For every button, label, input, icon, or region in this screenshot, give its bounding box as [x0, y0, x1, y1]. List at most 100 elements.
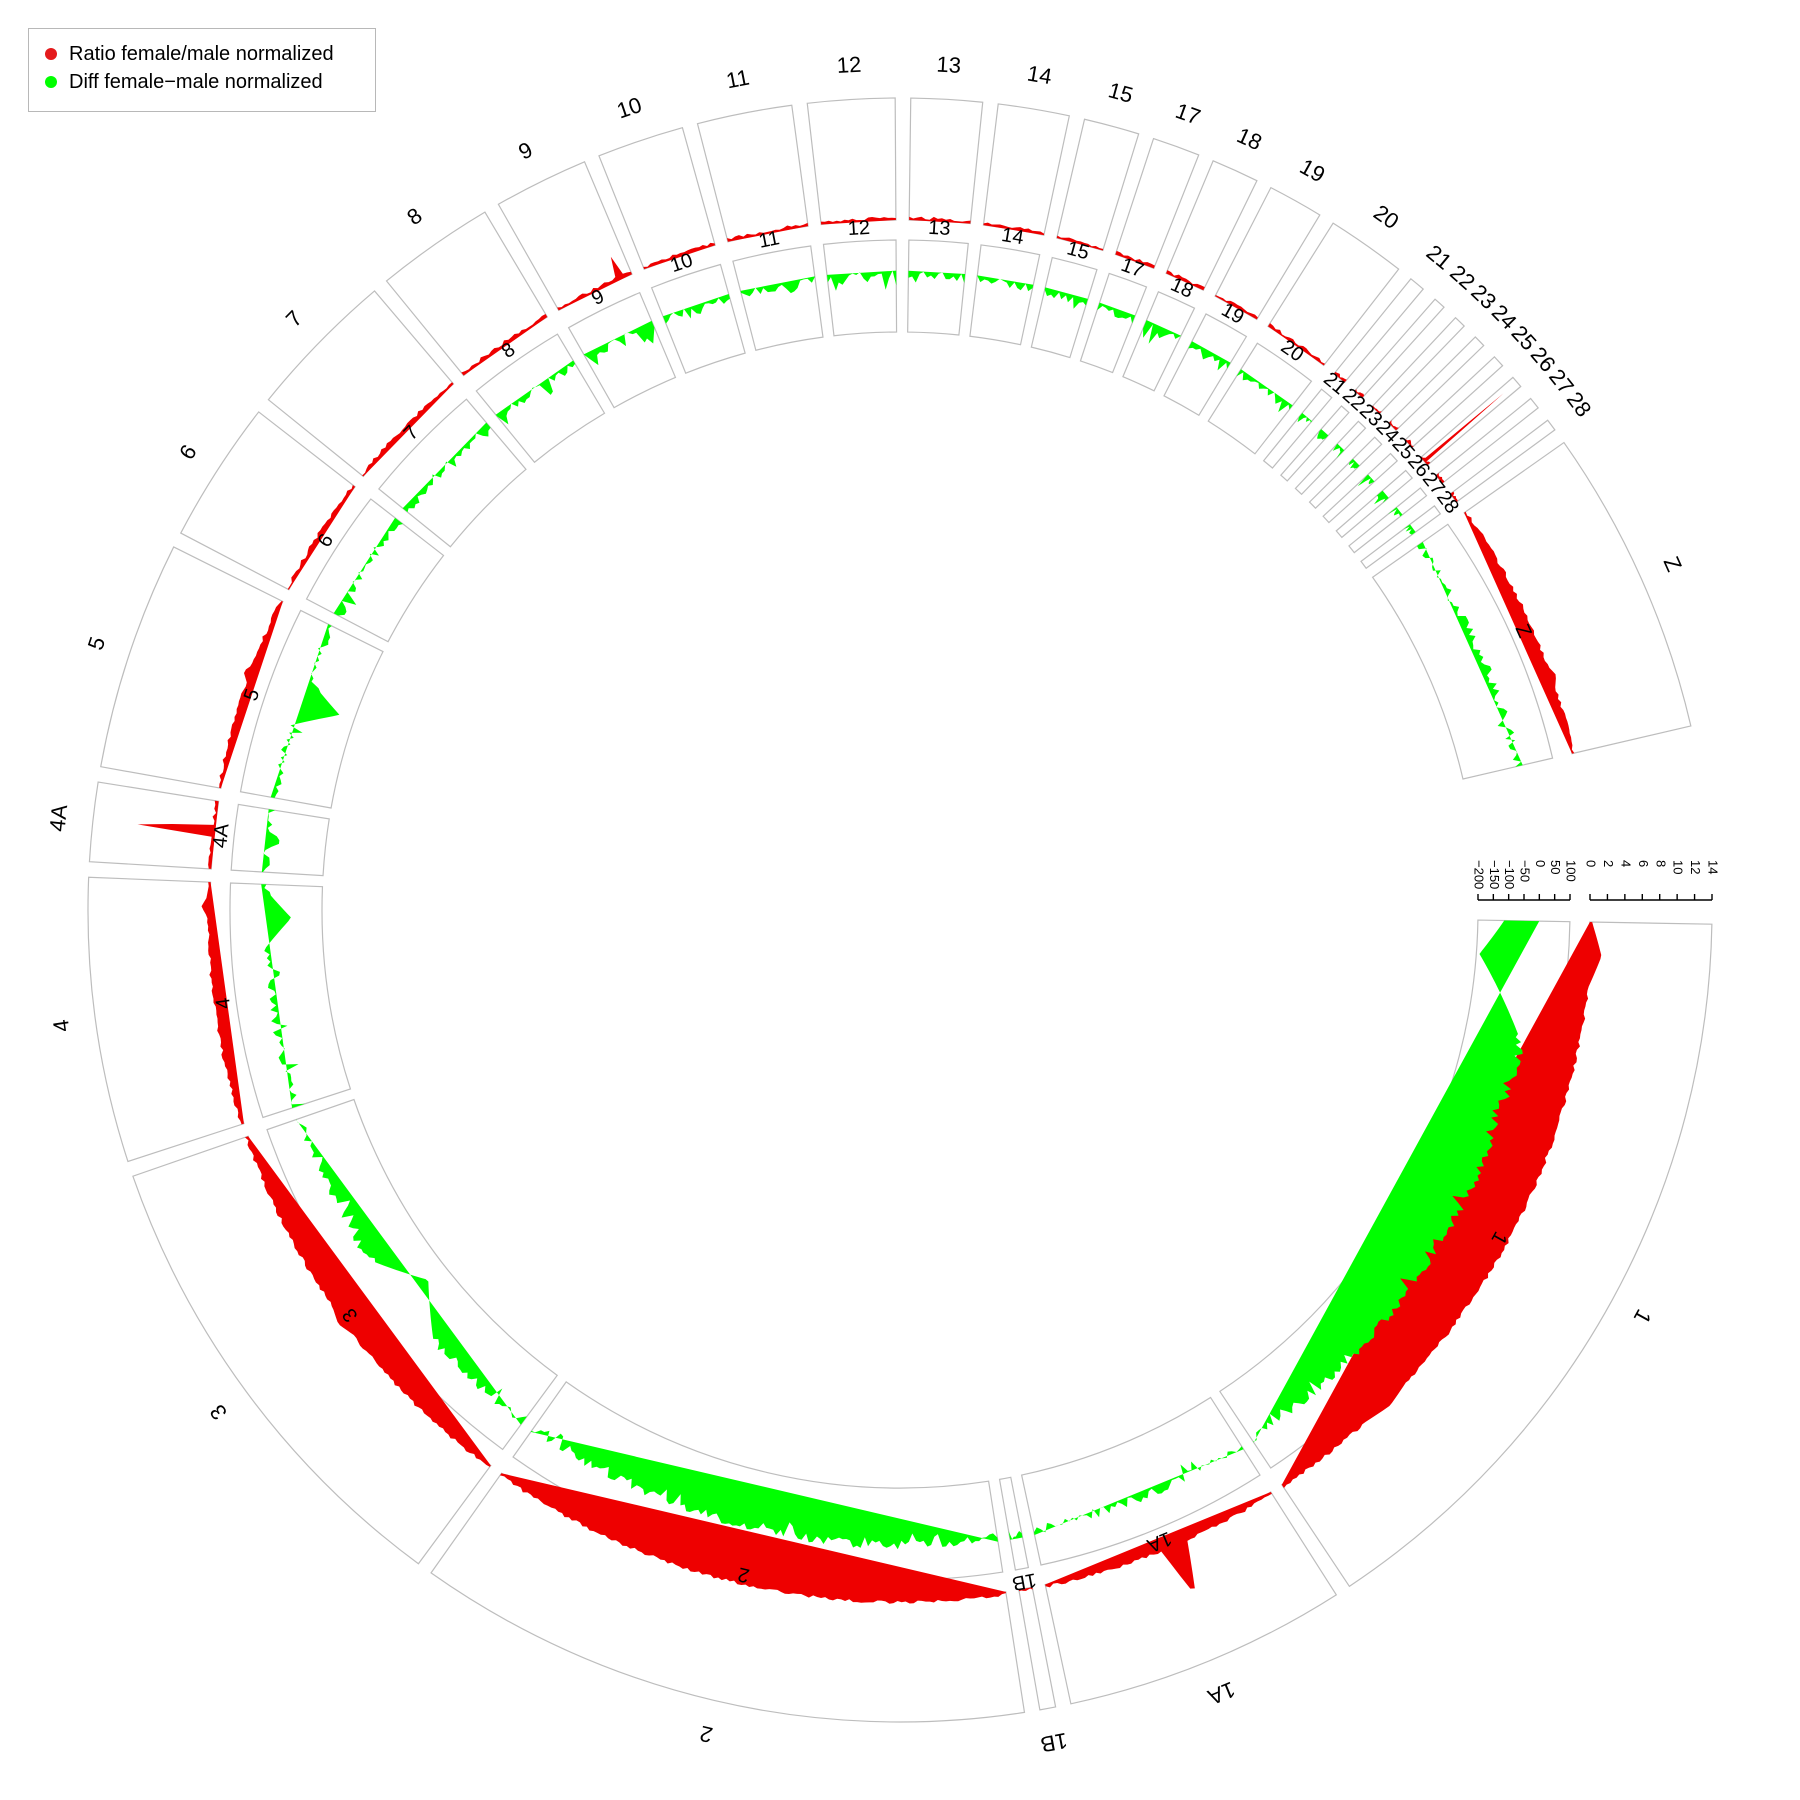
axis-tick-label-ratio: 0 [1584, 860, 1599, 867]
axis-tick-label-ratio: 2 [1601, 860, 1616, 867]
track-frames [87, 97, 1713, 1723]
axis-tick-label-diff: −150 [1487, 860, 1502, 889]
chr-label-outer-1: 1 [1629, 1305, 1657, 1328]
chr-label-outer-4: 4 [48, 1018, 74, 1034]
chr-label-inner-4A: 4A [209, 822, 234, 849]
track-frame-diff-chr-14 [969, 244, 1041, 346]
chr-label-inner-18: 18 [1167, 274, 1196, 303]
diff-area-chr-1B [1008, 1530, 1023, 1540]
chr-label-outer-12: 12 [836, 52, 862, 78]
diff-area-chr-17 [1097, 302, 1136, 324]
chr-label-outer-17: 17 [1172, 98, 1204, 130]
track-frame-ratio-chr-3 [132, 1135, 492, 1565]
track-frame-diff-chr-1B [998, 1476, 1030, 1571]
track-frame-diff-chr-23 [1294, 420, 1367, 496]
track-frame-diff-chr-19 [1163, 313, 1248, 417]
ratio-area-chr-2 [500, 1473, 1006, 1604]
diff-area-chr-21 [1297, 413, 1312, 423]
diff-area-chr-26 [1374, 490, 1389, 505]
track-frame-ratio-chr-8 [385, 211, 549, 377]
diff-area-chr-12 [826, 270, 897, 291]
diff-area-chr-13 [908, 270, 966, 283]
chr-label-outer-11: 11 [724, 65, 751, 94]
ratio-area-chr-14 [983, 222, 1045, 236]
chr-label-inner-6: 6 [314, 530, 339, 551]
track-frame-diff-chr-13 [907, 239, 969, 336]
diff-area-chr-27 [1388, 507, 1403, 517]
track-frame-diff-chr-4 [229, 882, 352, 1119]
diff-area-chr-8 [495, 360, 576, 425]
track-frame-ratio-chr-11 [696, 104, 809, 243]
track-frame-diff-chr-7 [377, 398, 527, 548]
diff-area-chr-11 [740, 276, 815, 297]
diff-area-chr-9 [583, 320, 655, 366]
chr-label-outer-9: 9 [514, 137, 536, 165]
ratio-area-chr-1B [1018, 1587, 1033, 1592]
chr-label-outer-4A: 4A [44, 803, 72, 833]
ratio-area-chr-19 [1215, 295, 1258, 320]
ratio-area-chr-15 [1056, 235, 1104, 251]
chr-label-outer-21: 21 [1422, 240, 1457, 275]
diff-area-chr-5 [270, 624, 340, 798]
track-frame-diff-chr-6 [305, 498, 445, 643]
track-frame-diff-chr-15 [1030, 256, 1098, 359]
ratio-area-chr-25 [1405, 439, 1414, 448]
axis-tick-label-diff: 50 [1548, 860, 1563, 874]
chr-label-inner-13: 13 [928, 217, 951, 240]
diff-area-chr-4A [261, 809, 280, 873]
track-frame-ratio-chr-9 [497, 160, 633, 312]
chromosome-labels: 111A1A1B1B2233444A4A55667788991010111112… [44, 52, 1686, 1758]
chr-label-outer-Z: Z [1659, 553, 1687, 575]
track-frame-ratio-chr-24 [1388, 336, 1485, 432]
track-axes: 0 2 4 6 8 10 12 14−200 −150 −100 −50 0 50 100 [1472, 860, 1721, 901]
chr-label-inner-1B: 1B [1010, 1568, 1038, 1594]
diff-area-chr-25 [1357, 474, 1375, 487]
chr-label-inner-12: 12 [847, 217, 871, 240]
chr-label-outer-14: 14 [1025, 61, 1053, 90]
ratio-area-chr-27 [1435, 472, 1445, 484]
chr-label-outer-6: 6 [174, 440, 202, 464]
track-frame-diff-chr-10 [650, 263, 746, 374]
chr-label-outer-10: 10 [614, 92, 645, 124]
track-frame-ratio-chr-18 [1165, 160, 1258, 292]
chr-label-outer-2: 2 [697, 1721, 715, 1748]
track-frame-ratio-chr-23 [1371, 316, 1466, 415]
track-frame-diff-chr-21 [1262, 388, 1333, 469]
ratio-area-chr-4 [201, 882, 244, 1125]
diff-area-chr-1 [1253, 920, 1540, 1443]
diff-area-chr-23 [1332, 443, 1345, 459]
diff-area-chr-28 [1403, 524, 1416, 535]
track-frame-diff-chr-17 [1079, 272, 1148, 374]
ratio-area-chr-9 [557, 256, 632, 311]
track-frame-diff-chr-27 [1348, 487, 1428, 554]
track-frame-diff-chr-12 [822, 239, 898, 337]
diff-area-chr-4 [261, 884, 306, 1108]
chr-label-outer-19: 19 [1296, 154, 1330, 188]
chr-label-outer-15: 15 [1106, 77, 1136, 108]
axis-tick-label-diff: 0 [1533, 860, 1548, 867]
chr-label-outer-1A: 1A [1204, 1677, 1239, 1710]
ratio-area-chr-8 [461, 314, 548, 376]
chr-label-inner-15: 15 [1064, 237, 1091, 264]
track-frame-diff-chr-11 [732, 245, 824, 351]
track-frame-diff-chr-28 [1360, 505, 1442, 570]
track-frame-ratio-chr-13 [908, 97, 984, 225]
track-frame-diff-chr-20 [1207, 342, 1313, 455]
track-frame-diff-chr-24 [1308, 436, 1383, 510]
ratio-area-chr-11 [726, 222, 809, 242]
legend-dot-ratio [45, 48, 57, 60]
chr-label-inner-8: 8 [498, 338, 520, 362]
track-frame-ratio-chr-12 [806, 97, 897, 226]
axis-tick-label-diff: 100 [1564, 860, 1579, 882]
chr-label-outer-7: 7 [281, 305, 307, 331]
ratio-area-chr-26 [1420, 393, 1504, 466]
ratio-area-chr-13 [909, 216, 971, 224]
track-frame-ratio-chr-17 [1114, 137, 1200, 270]
diff-area-chr-1A [1033, 1446, 1244, 1536]
ratio-area-chr-20 [1268, 323, 1325, 366]
diff-area-chr-19 [1188, 341, 1231, 371]
chr-label-inner-2: 2 [736, 1563, 752, 1587]
track-frame-diff-chr-4A [230, 803, 330, 877]
track-frame-ratio-chr-14 [982, 103, 1071, 236]
diff-area-chr-22 [1317, 429, 1329, 440]
